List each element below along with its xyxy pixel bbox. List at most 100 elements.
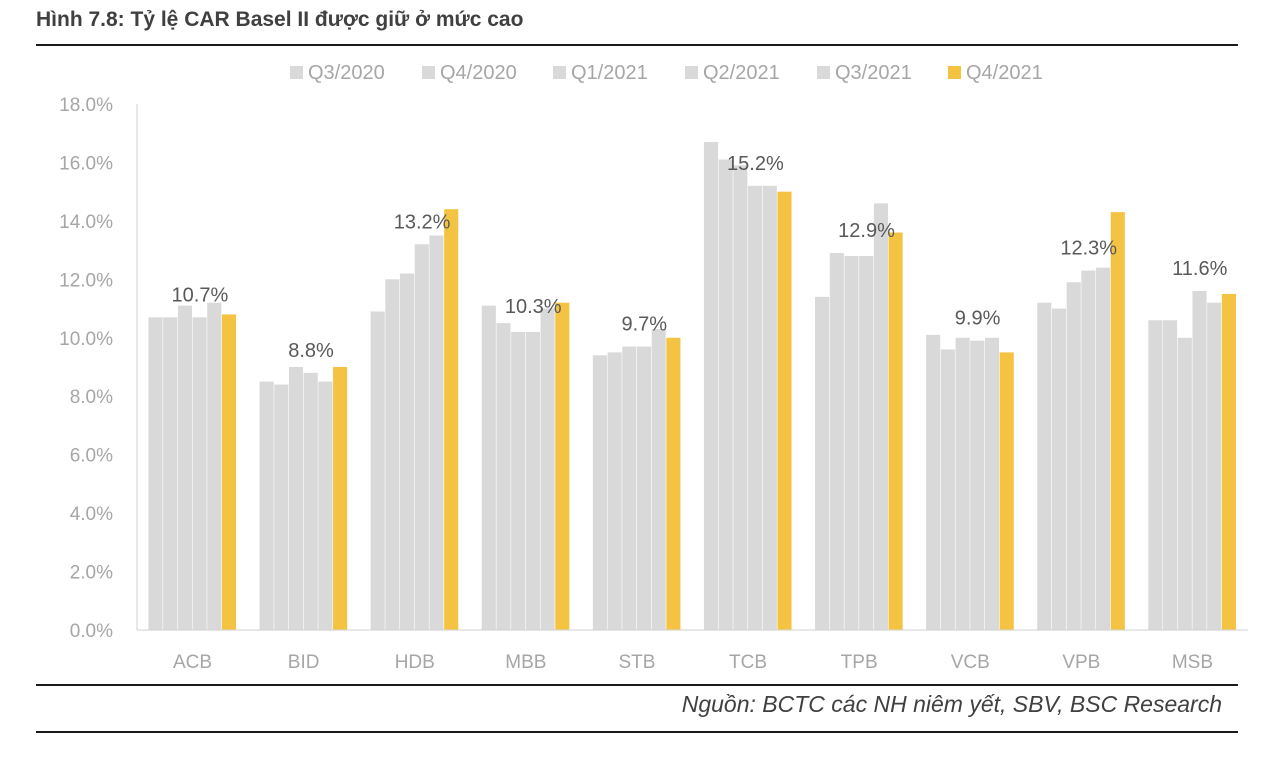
- bar-bid-q1-2021: [288, 367, 304, 630]
- bar-vpb-q2-2021: [1081, 270, 1096, 630]
- legend-swatch: [290, 66, 303, 79]
- bar-vpb-q4-2021: [1110, 212, 1125, 630]
- bar-msb-q1-2021: [1177, 337, 1192, 630]
- legend-label: Q4/2021: [966, 62, 1043, 84]
- chart-legend: Q3/2020 Q4/2020 Q1/2021 Q2/2021 Q3/2021 Q4/20…: [290, 62, 1043, 84]
- legend-label: Q3/2021: [835, 62, 912, 84]
- bar-bid-q2-2021: [303, 372, 318, 630]
- bar-vcb-q4-2021: [999, 352, 1014, 630]
- bar-tcb-q3-2020: [703, 141, 719, 630]
- bar-mbb-q4-2021: [555, 302, 570, 630]
- bar-acb-q4-2020: [163, 317, 178, 630]
- bar-mbb-q4-2020: [496, 323, 511, 630]
- bar-bid-q3-2021: [318, 381, 333, 630]
- bar-mbb-q3-2020: [481, 305, 496, 630]
- x-category-label: MSB: [1172, 652, 1213, 673]
- bar-stb-q4-2020: [607, 352, 622, 630]
- bar-hdb-q4-2020: [385, 279, 400, 630]
- y-tick-label: 2.0%: [70, 563, 113, 584]
- data-label: 12.9%: [838, 220, 895, 242]
- bar-vcb-q1-2021: [955, 337, 970, 630]
- bar-chart: Q3/2020 Q4/2020 Q1/2021 Q2/2021 Q3/2021 Q4/20…: [59, 62, 1248, 673]
- bar-tpb-q4-2020: [829, 253, 844, 631]
- bar-mbb-q2-2021: [525, 331, 540, 630]
- data-label: 15.2%: [727, 153, 784, 175]
- y-tick-label: 18.0%: [59, 95, 113, 116]
- bar-bid-q3-2020: [259, 381, 274, 630]
- bar-stb-q2-2021: [636, 346, 652, 630]
- y-tick-label: 4.0%: [70, 504, 113, 525]
- bar-acb-q3-2020: [148, 317, 163, 630]
- bar-mbb-q1-2021: [511, 331, 526, 630]
- bar-stb-q3-2020: [592, 355, 607, 630]
- bar-hdb-q3-2020: [370, 311, 385, 630]
- footer-divider: [36, 731, 1238, 733]
- bottom-divider: [36, 684, 1238, 686]
- bar-hdb-q3-2021: [429, 235, 444, 630]
- legend-label: Q4/2020: [440, 62, 517, 84]
- bar-bid-q4-2021: [333, 367, 348, 630]
- x-category-label: VCB: [951, 652, 990, 673]
- y-tick-label: 6.0%: [70, 446, 113, 467]
- bar-vcb-q3-2020: [926, 334, 941, 630]
- figure-title: Hình 7.8: Tỷ lệ CAR Basel II được giữ ở …: [36, 8, 524, 31]
- bar-msb-q4-2021: [1221, 293, 1236, 630]
- bar-hdb-q4-2021: [444, 209, 459, 630]
- bar-vpb-q3-2020: [1037, 302, 1052, 630]
- x-category-label: MBB: [505, 652, 546, 673]
- legend-label: Q1/2021: [571, 62, 648, 84]
- bar-hdb-q1-2021: [400, 273, 415, 630]
- bar-tcb-q2-2021: [748, 185, 763, 631]
- x-category-label: VPB: [1062, 652, 1100, 673]
- bar-msb-q4-2020: [1163, 320, 1178, 630]
- bar-acb-q4-2021: [221, 314, 237, 630]
- bar-tcb-q3-2021: [762, 185, 777, 631]
- y-tick-label: 14.0%: [59, 212, 113, 233]
- bar-stb-q3-2021: [651, 329, 666, 630]
- bar-tpb-q3-2020: [815, 296, 830, 630]
- bar-tcb-q4-2020: [718, 159, 733, 630]
- x-axis: ACB BID HDB MBB STB TCB TPB VCB VPB MSB: [137, 629, 1248, 673]
- bar-acb-q3-2021: [207, 302, 222, 630]
- x-category-label: TPB: [841, 652, 878, 673]
- data-label: 13.2%: [394, 211, 451, 233]
- bar-stb-q4-2021: [666, 337, 681, 630]
- legend-swatch: [685, 66, 698, 79]
- bar-tpb-q3-2021: [873, 203, 888, 630]
- bar-groups: [148, 141, 1236, 631]
- bar-vcb-q2-2021: [970, 340, 985, 630]
- y-tick-label: 0.0%: [70, 621, 113, 642]
- bar-msb-q3-2021: [1207, 302, 1222, 630]
- data-label: 10.7%: [172, 284, 229, 306]
- y-tick-label: 12.0%: [59, 270, 113, 291]
- legend-swatch: [422, 66, 435, 79]
- bar-tpb-q4-2021: [888, 232, 903, 631]
- x-category-label: STB: [618, 652, 655, 673]
- bar-stb-q1-2021: [622, 346, 637, 630]
- bar-vpb-q4-2020: [1051, 308, 1067, 630]
- source-note: Nguồn: BCTC các NH niêm yết, SBV, BSC Re…: [681, 691, 1222, 717]
- data-label: 9.7%: [622, 314, 668, 336]
- bar-vpb-q1-2021: [1066, 282, 1081, 630]
- y-tick-label: 10.0%: [59, 329, 113, 350]
- bar-mbb-q3-2021: [540, 308, 555, 630]
- data-label: 10.3%: [505, 296, 562, 318]
- y-tick-label: 8.0%: [70, 387, 113, 408]
- data-label: 12.3%: [1060, 238, 1117, 260]
- y-tick-label: 16.0%: [59, 153, 113, 174]
- bar-vpb-q3-2021: [1096, 267, 1111, 630]
- legend-swatch: [948, 66, 961, 79]
- bar-tcb-q4-2021: [777, 191, 792, 630]
- bar-vcb-q3-2021: [984, 337, 1000, 630]
- data-label: 9.9%: [955, 308, 1001, 330]
- legend-label: Q2/2021: [703, 62, 780, 84]
- bar-tpb-q2-2021: [859, 255, 874, 630]
- x-category-label: ACB: [173, 652, 212, 673]
- legend-swatch: [553, 66, 566, 79]
- bar-acb-q1-2021: [177, 305, 192, 630]
- legend-swatch: [817, 66, 830, 79]
- data-label: 8.8%: [288, 340, 334, 362]
- x-category-label: TCB: [729, 652, 767, 673]
- bar-hdb-q2-2021: [414, 244, 429, 630]
- x-category-label: BID: [288, 652, 320, 673]
